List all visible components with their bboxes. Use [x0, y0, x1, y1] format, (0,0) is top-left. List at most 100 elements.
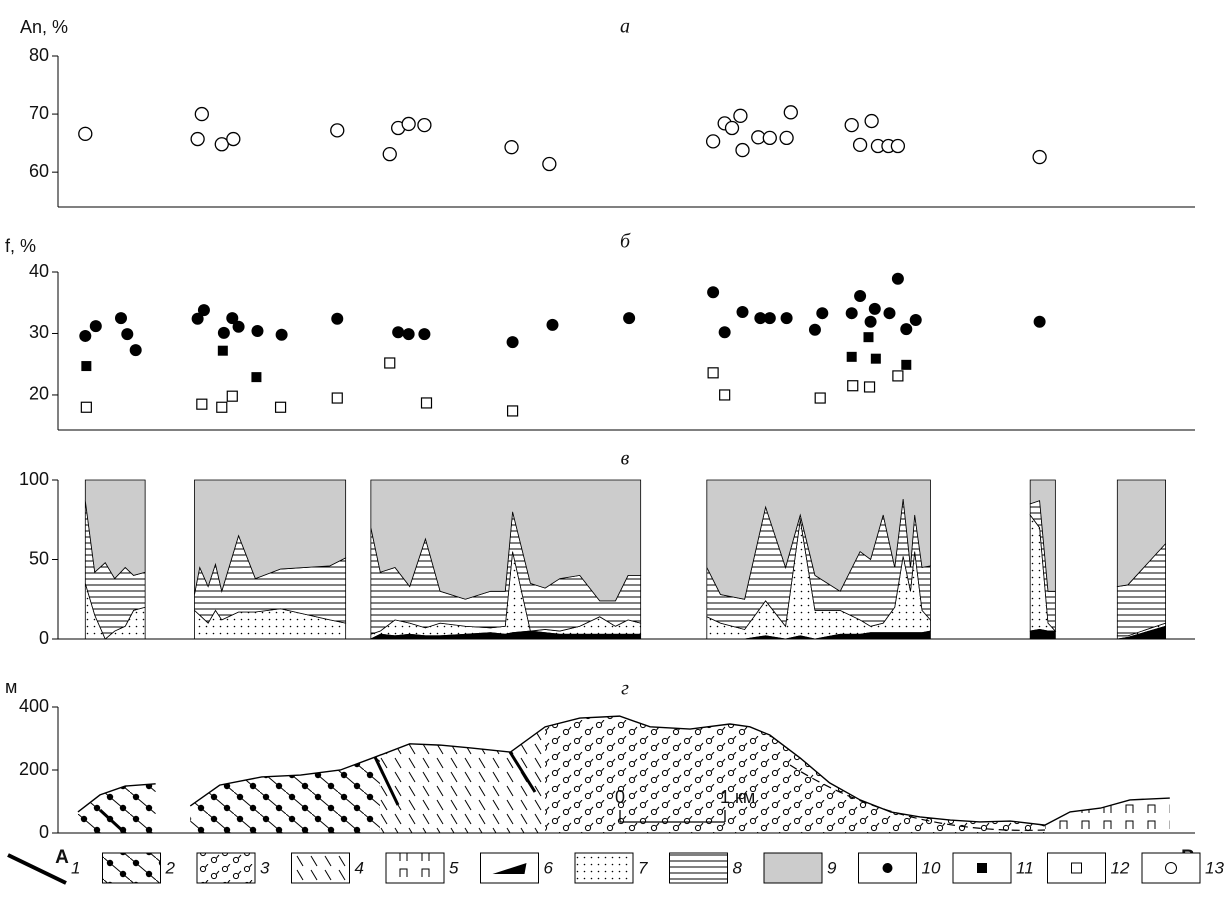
legend-item: 2: [103, 853, 176, 883]
point: [883, 307, 895, 319]
point: [191, 133, 204, 146]
point: [403, 328, 415, 340]
legend-box: [292, 853, 350, 883]
rock-zone: [545, 697, 770, 833]
point: [863, 332, 873, 342]
point: [764, 312, 776, 324]
point: [734, 109, 747, 122]
legend-box: [575, 853, 633, 883]
point: [719, 326, 731, 338]
legend-item: 10: [859, 853, 941, 883]
legend-box: [197, 853, 255, 883]
point: [848, 381, 858, 391]
scale-label: 0: [615, 787, 625, 807]
legend-label: 11: [1016, 858, 1034, 877]
y-tick-label: 20: [29, 384, 49, 404]
point: [227, 133, 240, 146]
legend-symbol: [977, 863, 987, 873]
point: [854, 138, 867, 151]
point: [736, 144, 749, 157]
legend-symbol: [883, 863, 893, 873]
y-tick-label: 30: [29, 322, 49, 342]
legend-label: 5: [449, 858, 459, 877]
section-body: [58, 697, 1195, 833]
point: [121, 328, 133, 340]
point: [893, 371, 903, 381]
point: [871, 354, 881, 364]
profile-start: A: [55, 847, 69, 868]
point: [1034, 316, 1046, 328]
point: [217, 402, 227, 412]
point: [707, 286, 719, 298]
legend-item: 3: [197, 853, 270, 883]
legend-item: 13: [1142, 853, 1224, 883]
y-tick-label: 80: [29, 45, 49, 65]
legend-label: 6: [544, 858, 554, 877]
legend-item: 6: [481, 853, 554, 883]
point: [195, 108, 208, 121]
point: [543, 158, 556, 171]
point: [130, 344, 142, 356]
legend-label: 9: [827, 858, 837, 877]
point: [332, 393, 342, 403]
point: [402, 117, 415, 130]
legend-item: 5: [386, 853, 459, 883]
point: [726, 122, 739, 135]
point: [227, 391, 237, 401]
legend-label: 2: [165, 858, 176, 877]
point: [218, 346, 228, 356]
y-axis-label: An, %: [20, 17, 68, 37]
legend-box: [103, 853, 161, 883]
point: [233, 321, 245, 333]
y-tick-label: 40: [29, 261, 49, 281]
y-tick-label: 0: [39, 822, 49, 842]
point: [276, 329, 288, 341]
y-axis-label: м: [5, 677, 17, 697]
point: [865, 316, 877, 328]
panel-title: б: [620, 231, 631, 253]
legend-item: 7: [575, 853, 648, 883]
rock-zone: [58, 697, 380, 833]
legend-symbol: [1072, 863, 1082, 873]
point: [854, 290, 866, 302]
point: [784, 106, 797, 119]
legend-label: 10: [922, 858, 941, 877]
point: [892, 273, 904, 285]
point: [865, 115, 878, 128]
point: [198, 304, 210, 316]
point: [781, 312, 793, 324]
legend-item: 4: [292, 853, 364, 883]
legend-item: 11: [953, 853, 1034, 883]
point: [737, 306, 749, 318]
point: [197, 399, 207, 409]
point: [1033, 151, 1046, 164]
point: [865, 382, 875, 392]
point: [508, 406, 518, 416]
point: [276, 402, 286, 412]
point: [708, 368, 718, 378]
point: [218, 327, 230, 339]
point: [418, 119, 431, 132]
point: [891, 140, 904, 153]
rock-zone: [380, 697, 545, 833]
point: [79, 330, 91, 342]
point: [383, 148, 396, 161]
point: [720, 390, 730, 400]
y-tick-label: 400: [19, 696, 49, 716]
legend-item: 9: [764, 853, 837, 883]
legend-box: [670, 853, 728, 883]
point: [79, 127, 92, 140]
y-tick-label: 100: [19, 469, 49, 489]
scale-label: 1 км: [720, 787, 755, 807]
point: [847, 352, 857, 362]
legend-label: 4: [355, 858, 364, 877]
legend-box: [481, 853, 539, 883]
y-tick-label: 200: [19, 759, 49, 779]
panel-title: в: [621, 448, 630, 470]
point: [505, 141, 518, 154]
point: [780, 131, 793, 144]
point: [815, 393, 825, 403]
legend-item: 12: [1048, 853, 1130, 883]
point: [81, 361, 91, 371]
point: [546, 319, 558, 331]
